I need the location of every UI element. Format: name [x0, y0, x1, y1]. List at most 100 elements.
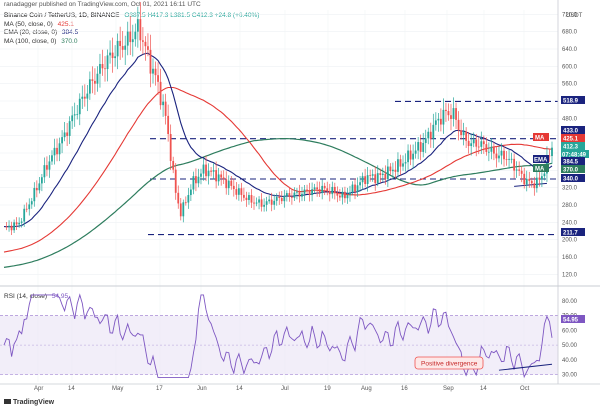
candle-body	[351, 184, 354, 193]
candle-body	[495, 153, 498, 159]
candle-body	[412, 153, 415, 160]
candle-body	[313, 187, 316, 190]
rsi-label: RSI (14, close)	[4, 293, 47, 300]
candle-body	[35, 187, 38, 191]
candle-body	[293, 192, 296, 198]
legend-ma50-row: MA (50, close, 0) 425.1	[4, 21, 262, 30]
candle-body	[336, 193, 339, 196]
candle-body	[182, 202, 185, 217]
price-tick-label: 200.0	[562, 238, 578, 244]
rsi-line	[3, 293, 553, 379]
ma100-tag-box	[533, 164, 549, 172]
candle-body	[341, 191, 344, 198]
candle-body	[354, 184, 356, 192]
price-tag	[561, 142, 585, 150]
candle-body	[407, 150, 409, 163]
candle-body	[551, 147, 553, 157]
countdown-tag	[561, 150, 589, 158]
candle-body	[162, 101, 164, 106]
candle-body	[51, 155, 53, 162]
ma50-tag-box	[533, 133, 549, 141]
candle-body	[450, 115, 452, 119]
candle-body	[263, 204, 266, 207]
candle-body	[306, 189, 308, 191]
price-tags: 518.9 433.0 MA 425.1 412.3 07:48:49 EMA …	[533, 96, 589, 324]
candle-body	[361, 176, 364, 183]
ma50-tag	[561, 134, 585, 142]
price-divergence-line	[514, 182, 547, 187]
ema20-label: EMA (20, close, 0)	[4, 29, 58, 36]
x-tick-label: Jul	[281, 386, 289, 392]
candle-body	[510, 158, 513, 160]
candle-body	[424, 138, 427, 143]
candle-body	[344, 191, 346, 199]
candle-body	[301, 193, 303, 197]
candle-body	[434, 120, 437, 125]
candle-body	[460, 130, 462, 136]
candle-body	[376, 173, 379, 184]
candle-body	[78, 98, 81, 115]
moving-averages	[3, 52, 553, 268]
candle-body	[129, 31, 132, 43]
candle-body	[482, 141, 485, 145]
candle-body	[195, 176, 197, 184]
candle-body	[136, 19, 139, 32]
candle-body	[500, 150, 503, 156]
candle-body	[480, 141, 483, 147]
candle-body	[83, 96, 86, 99]
x-tick-label: 14	[236, 386, 243, 392]
candle-body	[109, 52, 111, 56]
x-tick-label: 17	[156, 386, 163, 392]
x-tick-label: 14	[480, 386, 487, 392]
candle-body	[404, 162, 407, 164]
level-tag-433-text: 433.0	[563, 129, 579, 135]
candle-body	[159, 81, 162, 106]
rsi-tick-label: 50.00	[562, 343, 578, 349]
ma100-tag	[561, 165, 585, 173]
candle-body	[53, 147, 56, 156]
candle-body	[452, 108, 455, 119]
candle-body	[18, 222, 21, 225]
x-tick-label: May	[112, 386, 123, 392]
candle-body	[227, 180, 230, 189]
candle-body	[432, 124, 435, 139]
candle-body	[48, 161, 51, 170]
candle-body	[389, 166, 392, 172]
rsi-line-group	[3, 293, 553, 379]
candle-body	[237, 188, 240, 195]
candle-body	[230, 180, 233, 186]
candle-body	[255, 202, 258, 204]
x-tick-label: Oct	[520, 386, 530, 392]
candle-body	[232, 185, 235, 190]
candle-body	[30, 201, 33, 205]
candle-body	[371, 174, 374, 176]
candle-body	[222, 177, 225, 180]
candle-body	[439, 118, 442, 125]
candle-body	[369, 175, 372, 176]
rsi-tick-label: 80.00	[562, 299, 578, 305]
candle-body	[397, 159, 399, 172]
candle-body	[533, 183, 536, 189]
candle-body	[184, 202, 187, 204]
candle-body	[217, 174, 220, 182]
candle-body	[46, 165, 48, 170]
candle-body	[38, 183, 41, 191]
candle-body	[243, 194, 245, 198]
candle-body	[409, 150, 412, 160]
candle-body	[76, 114, 79, 116]
candle-body	[485, 144, 488, 152]
candle-body	[331, 186, 334, 195]
candle-body	[114, 56, 117, 59]
legend-ma100-row: MA (100, close, 0) 370.0	[4, 38, 262, 47]
candle-body	[5, 226, 8, 228]
candle-body	[10, 225, 13, 231]
price-tag-text: 412.3	[563, 145, 579, 151]
candle-body	[106, 55, 109, 70]
candle-body	[472, 139, 475, 144]
candle-body	[61, 137, 63, 144]
candles	[5, 2, 553, 235]
candle-body	[200, 173, 202, 177]
candle-body	[445, 109, 447, 112]
ma100-tag-name: MA	[535, 167, 545, 173]
